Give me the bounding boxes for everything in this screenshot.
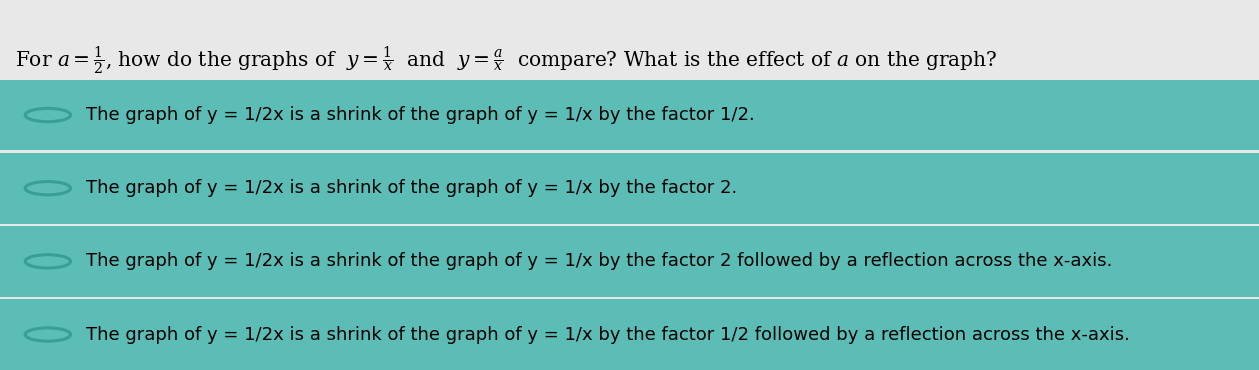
FancyBboxPatch shape bbox=[0, 153, 1259, 223]
FancyBboxPatch shape bbox=[0, 226, 1259, 297]
Text: For $a = \frac{1}{2}$, how do the graphs of  $y = \frac{1}{x}$  and  $y = \frac{: For $a = \frac{1}{2}$, how do the graphs… bbox=[15, 44, 997, 77]
Text: The graph of y = 1/2x is a shrink of the graph of y = 1/x by the factor 1/2 foll: The graph of y = 1/2x is a shrink of the… bbox=[86, 326, 1129, 343]
Text: The graph of y = 1/2x is a shrink of the graph of y = 1/x by the factor 1/2.: The graph of y = 1/2x is a shrink of the… bbox=[86, 106, 754, 124]
FancyBboxPatch shape bbox=[0, 299, 1259, 370]
Text: The graph of y = 1/2x is a shrink of the graph of y = 1/x by the factor 2 follow: The graph of y = 1/2x is a shrink of the… bbox=[86, 252, 1112, 270]
FancyBboxPatch shape bbox=[0, 80, 1259, 151]
Text: The graph of y = 1/2x is a shrink of the graph of y = 1/x by the factor 2.: The graph of y = 1/2x is a shrink of the… bbox=[86, 179, 737, 197]
